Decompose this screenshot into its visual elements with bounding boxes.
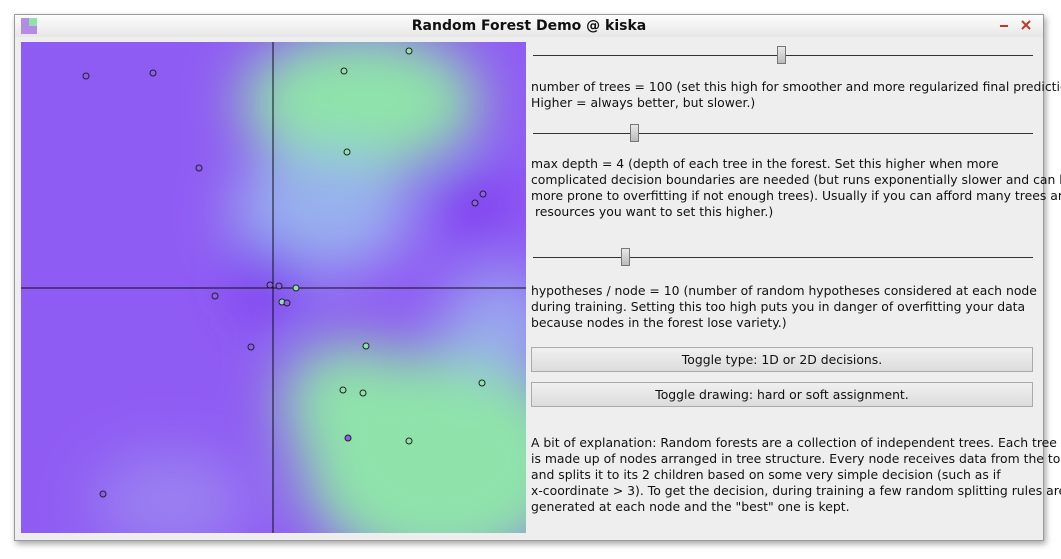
toggle-type-button[interactable]: Toggle type: 1D or 2D decisions. <box>531 347 1033 372</box>
trees-label: number of trees = 100 (set this high for… <box>531 79 1061 111</box>
text-line: hypotheses / node = 10 (number of random… <box>531 283 1037 298</box>
window: Random Forest Demo @ kiska number of tre… <box>14 14 1061 541</box>
title-bar: Random Forest Demo @ kiska <box>15 15 1043 37</box>
hypotheses-slider[interactable] <box>533 248 1033 266</box>
app-icon <box>21 18 37 34</box>
text-line: and splits it to its 2 children based on… <box>531 467 1001 482</box>
hypotheses-label: hypotheses / node = 10 (number of random… <box>531 283 1037 331</box>
text-line: more prone to overfitting if not enough … <box>531 188 1061 203</box>
toggle-drawing-button[interactable]: Toggle drawing: hard or soft assignment. <box>531 382 1033 407</box>
forest-canvas[interactable] <box>21 42 526 533</box>
explanation: A bit of explanation: Random forests are… <box>531 435 1061 515</box>
text-line: because nodes in the forest lose variety… <box>531 315 787 330</box>
minimize-button[interactable] <box>999 21 1009 31</box>
text-line: complicated decision boundaries are need… <box>531 172 1061 187</box>
window-title: Random Forest Demo @ kiska <box>411 18 647 34</box>
text-line: generated at each node and the "best" on… <box>531 499 850 514</box>
slider-thumb[interactable] <box>621 248 630 266</box>
slider-thumb[interactable] <box>630 124 639 142</box>
slider-thumb[interactable] <box>777 46 786 64</box>
text-line: x-coordinate > 3). To get the decision, … <box>531 483 1061 498</box>
text-line: number of trees = 100 (set this high for… <box>531 79 1061 94</box>
depth-label: max depth = 4 (depth of each tree in the… <box>531 156 1061 220</box>
text-line: during training. Setting this too high p… <box>531 299 1026 314</box>
trees-slider[interactable] <box>533 46 1033 64</box>
text-line: is made up of nodes arranged in tree str… <box>531 451 1061 466</box>
close-button[interactable] <box>1021 20 1031 30</box>
text-line: resources you want to set this higher.) <box>531 204 774 219</box>
text-line: A bit of explanation: Random forests are… <box>531 435 1057 450</box>
depth-slider[interactable] <box>533 124 1033 142</box>
text-line: Higher = always better, but slower.) <box>531 95 756 110</box>
text-line: max depth = 4 (depth of each tree in the… <box>531 156 999 171</box>
data-points <box>82 47 487 498</box>
